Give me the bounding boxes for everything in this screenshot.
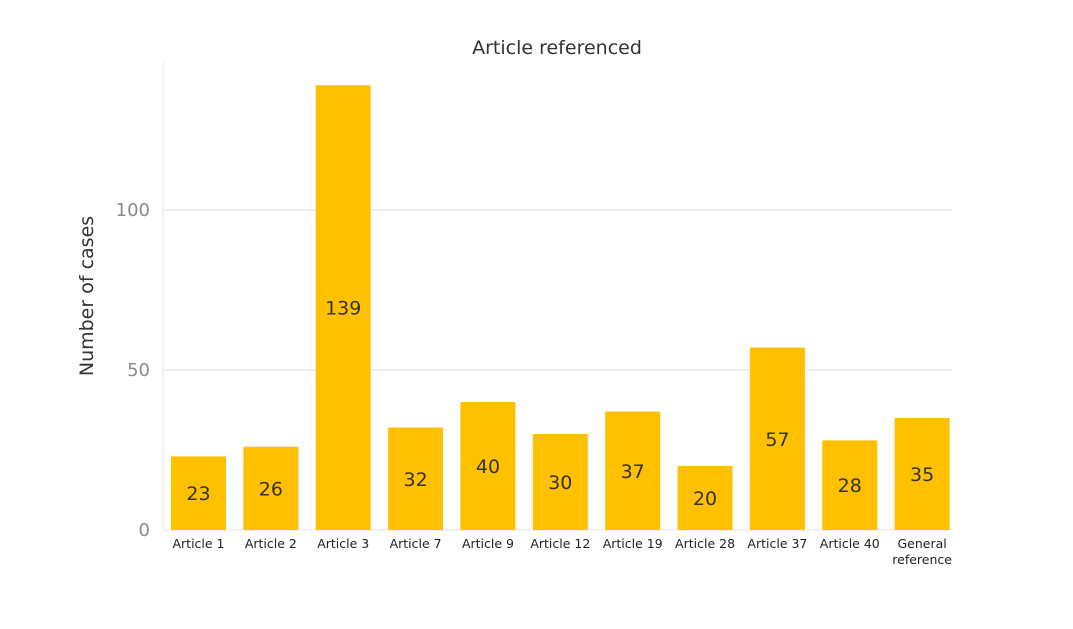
bar (605, 411, 661, 530)
y-axis-label: Number of cases (76, 216, 98, 376)
data-label: 40 (476, 456, 500, 478)
bars: 23 26 139 32 40 30 37 20 57 28 35 (171, 85, 950, 530)
data-label: 32 (403, 469, 427, 491)
bar (532, 434, 588, 530)
bar (822, 440, 878, 530)
bar (677, 466, 733, 530)
data-label: 30 (548, 472, 572, 494)
data-label: 26 (259, 478, 283, 500)
x-tick-label: Article 3 (317, 536, 369, 551)
data-label: 139 (325, 298, 361, 320)
chart-title: Article referenced (472, 37, 642, 59)
x-tick-label: Article 7 (390, 536, 442, 551)
x-tick-label: Article 37 (747, 536, 807, 551)
y-tick-label: 100 (116, 200, 150, 221)
data-label: 57 (765, 429, 789, 451)
bar (894, 418, 950, 530)
bar (749, 347, 805, 530)
data-label: 35 (910, 464, 934, 486)
y-tick-label: 0 (139, 520, 150, 541)
bar (388, 427, 444, 530)
x-tick-label: Article 1 (172, 536, 224, 551)
bar (315, 85, 371, 530)
y-axis-ticks: 0 50 100 (116, 200, 150, 541)
x-tick-label: Article 2 (245, 536, 297, 551)
x-tick-label: Article 19 (603, 536, 663, 551)
bar (171, 456, 226, 530)
x-axis-ticks: Article 1 Article 2 Article 3 Article 7 Arti… (172, 536, 952, 567)
bar (460, 402, 516, 530)
data-label: 37 (621, 461, 645, 483)
y-tick-label: 50 (127, 360, 150, 381)
data-label: 28 (838, 475, 862, 497)
x-tick-label: Article 40 (820, 536, 880, 551)
x-tick-label: Article 28 (675, 536, 735, 551)
x-tick-label: Article 12 (530, 536, 590, 551)
x-tick-label: Article 9 (462, 536, 514, 551)
bar (243, 446, 299, 530)
data-label: 20 (693, 488, 717, 510)
x-tick-label: General reference (892, 536, 952, 567)
data-label: 23 (186, 483, 210, 505)
